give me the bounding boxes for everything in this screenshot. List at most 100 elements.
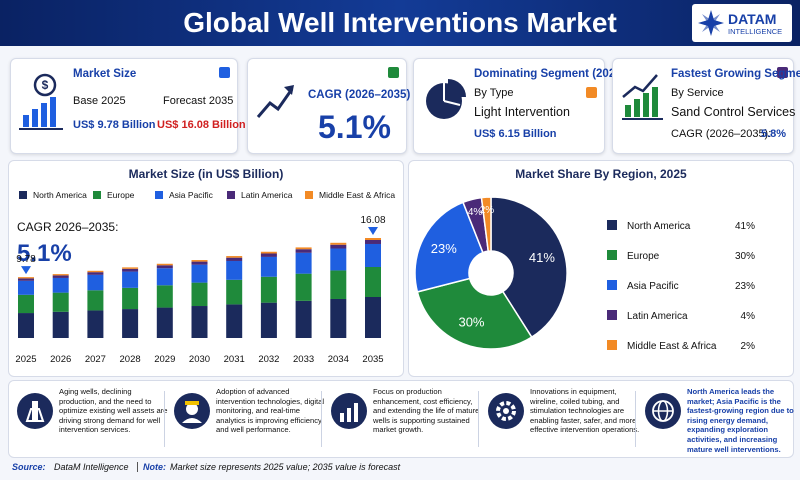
bar-segment — [122, 309, 139, 338]
bar-segment — [191, 261, 208, 265]
annotation-value: 16.08 — [360, 215, 385, 226]
legend-label: Latin America — [627, 311, 688, 322]
bar-segment — [365, 238, 381, 240]
insight-text: Innovations in equipment, wireline, coil… — [530, 387, 640, 435]
bar-segment — [87, 272, 104, 275]
legend-value: 41% — [735, 221, 755, 232]
logo-text: DATAM — [728, 11, 777, 27]
footer-source: DataM Intelligence — [54, 462, 138, 472]
bar-segment — [122, 267, 139, 269]
bar-segment — [87, 270, 104, 273]
insight-text: Focus on production enhancement, cost ef… — [373, 387, 480, 435]
bar-segment — [18, 294, 34, 314]
insight-icon — [331, 393, 367, 429]
bar-segment — [87, 310, 104, 338]
bar-segment — [52, 277, 69, 293]
bar-segment — [18, 313, 34, 338]
header — [0, 0, 800, 46]
legend-swatch — [607, 310, 617, 320]
insight-icon — [17, 393, 53, 429]
card-value: US$ 6.15 Billion — [474, 128, 557, 140]
card-value: US$ 9.78 Billion — [73, 119, 156, 131]
divider — [478, 391, 479, 447]
card-icon — [256, 85, 294, 118]
card-title: Fastest Growing Segment — [671, 68, 800, 80]
bar-segment — [52, 275, 69, 278]
bar-segment — [260, 256, 277, 277]
x-tick-label: 2028 — [120, 354, 141, 365]
legend-label: Latin America — [241, 190, 293, 200]
logo-subtext: INTELLIGENCE — [728, 27, 783, 36]
card-value: 5.8% — [761, 128, 787, 140]
card-title: Dominating Segment (2025) — [474, 68, 626, 80]
legend-label: Middle East & Africa — [627, 341, 717, 352]
bar-segment — [330, 242, 347, 245]
footer-label: Source: — [12, 462, 46, 472]
bar-segment — [295, 252, 312, 274]
card-icon — [622, 74, 663, 120]
card: $ Market Size Base 2025 Forecast 2035 US… — [10, 58, 246, 154]
insight-icon — [645, 393, 681, 429]
bar-segment — [191, 282, 208, 307]
annotation-value: 9.78 — [16, 254, 36, 265]
x-tick-label: 2031 — [224, 354, 245, 365]
bar-segment — [18, 280, 34, 295]
bar-segment — [365, 267, 381, 297]
chart-panel: Market Size (in US$ Billion) North Americ… — [8, 160, 404, 377]
bar-segment — [260, 276, 277, 303]
card-value: 5.1% — [318, 109, 391, 145]
bar-segment — [330, 270, 347, 299]
legend-value: 23% — [735, 281, 755, 292]
chart-title: Market Size (in US$ Billion) — [129, 167, 284, 181]
slice-label: 4% — [468, 207, 483, 218]
card: Dominating Segment (2025) By Type Light … — [413, 58, 625, 154]
bar-segment — [87, 290, 104, 311]
bar-segment — [52, 311, 69, 338]
legend-label: Europe — [627, 251, 660, 262]
bar-segment — [226, 304, 243, 338]
bar-segment — [226, 260, 243, 280]
divider — [164, 391, 165, 447]
footer-note: Market size represents 2025 value; 2035 … — [170, 462, 401, 472]
slice-label: 23% — [431, 241, 457, 256]
legend-swatch — [155, 191, 163, 199]
insights: Aging wells, declining production, and t… — [8, 380, 794, 458]
slice-label: 30% — [458, 314, 484, 329]
legend-swatch — [227, 191, 235, 199]
legend-label: Middle East & Africa — [319, 190, 395, 200]
bar-segment — [226, 257, 243, 261]
legend-swatch — [607, 280, 617, 290]
bar-segment — [191, 264, 208, 283]
x-tick-label: 2034 — [328, 354, 349, 365]
bar-segment — [295, 273, 312, 301]
bar-segment — [156, 263, 173, 266]
bar-segment — [52, 292, 69, 312]
annotation-marker — [368, 227, 378, 236]
x-tick-label: 2027 — [85, 354, 106, 365]
slice-label: 2% — [480, 205, 495, 216]
card-title: CAGR (2026–2035) — [308, 89, 411, 101]
insight-text: Adoption of advanced intervention techno… — [216, 387, 325, 435]
legend-swatch — [19, 191, 27, 199]
bar-segment — [260, 253, 277, 257]
insight-text: North America leads the market; Asia Pac… — [687, 387, 794, 454]
donut-slice — [480, 196, 492, 253]
donut-slice — [414, 201, 484, 293]
bar-segment — [365, 240, 381, 244]
chart-panel: Market Share By Region, 2025 41% North Ame… — [408, 160, 794, 377]
card-title: Market Size — [73, 68, 137, 80]
annotation: CAGR 2026–2035: — [17, 220, 118, 234]
svg-text:$: $ — [42, 78, 49, 92]
bar-segment — [365, 243, 381, 268]
legend-label: Asia Pacific — [627, 281, 679, 292]
card-subtitle: By Service — [671, 87, 724, 99]
bar-segment — [226, 256, 243, 258]
card-label: Forecast 2035 — [163, 95, 234, 107]
donut-chart: Market Share By Region, 2025 41% North Ame… — [414, 167, 755, 352]
bar-segment — [122, 268, 139, 272]
bar-segment — [122, 271, 139, 288]
bar-segment — [260, 251, 277, 254]
bar-segment — [156, 307, 173, 338]
card-label: CAGR (2026–2035): — [671, 128, 772, 140]
legend-value: 30% — [735, 251, 755, 262]
